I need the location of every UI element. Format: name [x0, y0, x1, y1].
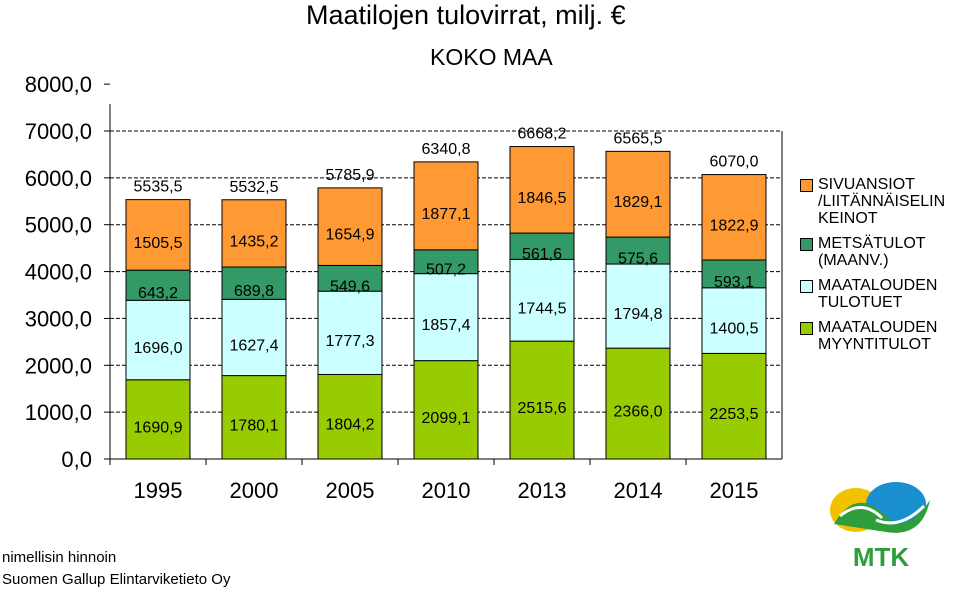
- x-tick-label: 2005: [326, 478, 375, 503]
- y-tick-label: 4000,0: [25, 260, 92, 285]
- x-tick-label: 2010: [422, 478, 471, 503]
- bar-segment: [221, 266, 287, 300]
- segment-data-label: 1780,1: [230, 417, 279, 434]
- segment-data-label: 549,6: [330, 278, 370, 295]
- y-tick-label: 6000,0: [25, 166, 92, 191]
- total-data-label: 5785,9: [326, 167, 375, 184]
- segment-data-label: 1744,5: [518, 300, 567, 317]
- x-tick-label: 2015: [710, 478, 759, 503]
- legend-swatch: [800, 280, 813, 293]
- bar-segment: [221, 298, 287, 377]
- bar-segment: [605, 263, 671, 349]
- mtk-logo-text: MTK: [853, 542, 910, 572]
- legend-swatch: [800, 322, 813, 335]
- segment-data-label: 1435,2: [230, 233, 279, 250]
- bar-segment: [317, 373, 383, 460]
- segment-data-label: 1829,1: [614, 194, 663, 211]
- bar-segment: [125, 379, 191, 460]
- segment-data-label: 1654,9: [326, 227, 375, 244]
- mtk-logo: MTK: [830, 482, 930, 572]
- chart-subtitle: KOKO MAA: [430, 44, 553, 70]
- legend-label: MAATALOUDEN MYYNTITULOT: [818, 319, 938, 353]
- bar-segment: [413, 273, 479, 362]
- total-data-label: 6340,8: [422, 141, 471, 158]
- bar-segment: [125, 269, 191, 301]
- segment-data-label: 1777,3: [326, 333, 375, 350]
- segment-data-label: 2515,6: [518, 400, 567, 417]
- bar-segment: [701, 259, 767, 289]
- bar-segment: [605, 347, 671, 460]
- legend-item-metsatulot: METSÄTULOT (MAANV.): [800, 235, 960, 269]
- chart-title: Maatilojen tulovirrat, milj. €: [306, 0, 626, 30]
- total-data-label: 5532,5: [230, 179, 279, 196]
- bar-segment: [221, 199, 287, 268]
- bar-segment: [413, 360, 479, 460]
- segment-data-label: 2099,1: [422, 410, 471, 427]
- total-data-label: 6565,5: [614, 130, 663, 147]
- segment-data-label: 643,2: [138, 285, 178, 302]
- segment-data-label: 561,6: [522, 246, 562, 263]
- legend-item-sivuansiot: SIVUANSIOT /LIITÄNNÄISELIN KEINOT: [800, 176, 960, 227]
- mtk-logo-icon: [830, 482, 930, 533]
- bar-segment: [509, 232, 575, 260]
- y-tick-label: 0,0: [61, 447, 92, 472]
- bar-segment: [605, 150, 671, 238]
- segment-data-label: 2366,0: [614, 404, 663, 421]
- total-data-label: 5535,5: [134, 179, 183, 196]
- segment-data-label: 1627,4: [230, 337, 279, 354]
- segment-data-label: 689,8: [234, 283, 274, 300]
- segment-data-label: 1846,5: [518, 190, 567, 207]
- x-tick-label: 1995: [134, 478, 183, 503]
- legend-item-tulotuet: MAATALOUDEN TULOTUET: [800, 277, 960, 311]
- total-data-label: 6668,2: [518, 126, 567, 143]
- y-tick-label: 7000,0: [25, 119, 92, 144]
- bar-segment: [317, 290, 383, 375]
- segment-data-label: 575,6: [618, 251, 658, 268]
- bar-segment: [701, 352, 767, 460]
- segment-data-label: 1505,5: [134, 235, 183, 252]
- bar-segment: [317, 187, 383, 266]
- segment-data-label: 593,1: [714, 274, 754, 291]
- footnote-prices: nimellisin hinnoin: [2, 549, 117, 566]
- legend-label: METSÄTULOT (MAANV.): [818, 235, 926, 269]
- bar-segment: [413, 161, 479, 251]
- legend-label: SIVUANSIOT /LIITÄNNÄISELIN KEINOT: [818, 176, 946, 227]
- legend: SIVUANSIOT /LIITÄNNÄISELIN KEINOT METSÄT…: [800, 176, 960, 361]
- legend-swatch: [800, 238, 813, 251]
- bar-segment: [605, 236, 671, 265]
- segment-data-label: 1822,9: [710, 217, 759, 234]
- legend-label: MAATALOUDEN TULOTUET: [818, 277, 938, 311]
- bar-segment: [701, 174, 767, 261]
- bar-segment: [221, 375, 287, 460]
- segment-data-label: 2253,5: [710, 406, 759, 423]
- x-tick-label: 2014: [614, 478, 663, 503]
- bar-segment: [125, 199, 191, 271]
- segment-data-label: 1857,4: [422, 317, 471, 334]
- segment-data-label: 1804,2: [326, 417, 375, 434]
- segment-data-label: 507,2: [426, 262, 466, 279]
- y-tick-label: 1000,0: [25, 400, 92, 425]
- bar-segment: [509, 146, 575, 234]
- bar-segment: [509, 340, 575, 460]
- total-data-label: 6070,0: [710, 154, 759, 171]
- segment-data-label: 1690,9: [134, 419, 183, 436]
- footnote-source: Suomen Gallup Elintarviketieto Oy: [2, 571, 231, 588]
- y-tick-label: 8000,0: [25, 72, 92, 97]
- y-tick-label: 3000,0: [25, 306, 92, 331]
- y-tick-label: 2000,0: [25, 353, 92, 378]
- legend-item-myyntitulot: MAATALOUDEN MYYNTITULOT: [800, 319, 960, 353]
- y-tick-label: 5000,0: [25, 213, 92, 238]
- x-tick-label: 2013: [518, 478, 567, 503]
- segment-data-label: 1877,1: [422, 206, 471, 223]
- segment-data-label: 1696,0: [134, 340, 183, 357]
- bar-segment: [317, 264, 383, 292]
- bar-segment: [509, 258, 575, 342]
- legend-swatch: [800, 179, 813, 192]
- bar-segment: [125, 299, 191, 381]
- segment-data-label: 1794,8: [614, 306, 663, 323]
- x-tick-label: 2000: [230, 478, 279, 503]
- segment-data-label: 1400,5: [710, 321, 759, 338]
